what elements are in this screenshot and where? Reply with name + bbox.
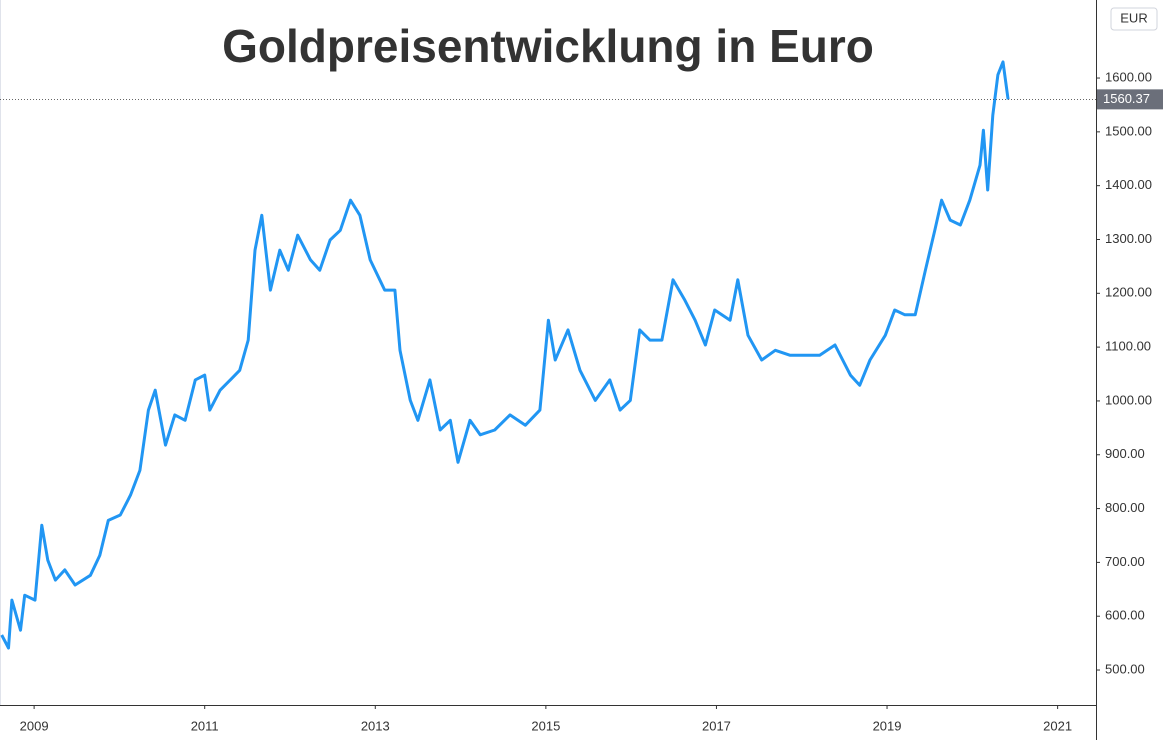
x-tick-label: 2015 xyxy=(531,718,560,733)
chart-title: Goldpreisentwicklung in Euro xyxy=(222,20,874,72)
currency-box xyxy=(1110,7,1158,31)
current-price-box xyxy=(1097,89,1163,110)
y-tick-label: 700.00 xyxy=(1105,554,1145,569)
current-price-label: 1560.37 xyxy=(1103,91,1150,106)
x-tick-label: 2021 xyxy=(1043,718,1072,733)
x-tick-label: 2009 xyxy=(20,718,49,733)
x-tick-label: 2019 xyxy=(873,718,902,733)
y-tick-label: 1000.00 xyxy=(1105,392,1152,407)
x-tick-label: 2017 xyxy=(702,718,731,733)
y-tick-label: 900.00 xyxy=(1105,446,1145,461)
x-tick-label: 2013 xyxy=(361,718,390,733)
y-tick-label: 1100.00 xyxy=(1105,339,1151,354)
y-tick-label: 600.00 xyxy=(1105,608,1145,623)
y-tick-label: 1500.00 xyxy=(1105,123,1152,138)
y-tick-label: 1300.00 xyxy=(1105,231,1152,246)
y-tick-label: 1400.00 xyxy=(1105,177,1152,192)
price-line xyxy=(0,60,1010,650)
y-tick-label: 1600.00 xyxy=(1105,69,1152,84)
y-tick-label: 800.00 xyxy=(1105,500,1145,515)
y-tick-label: 1200.00 xyxy=(1105,285,1152,300)
y-tick-label: 500.00 xyxy=(1105,661,1145,676)
currency-label: EUR xyxy=(1120,10,1147,25)
x-tick-label: 2011 xyxy=(191,718,219,733)
